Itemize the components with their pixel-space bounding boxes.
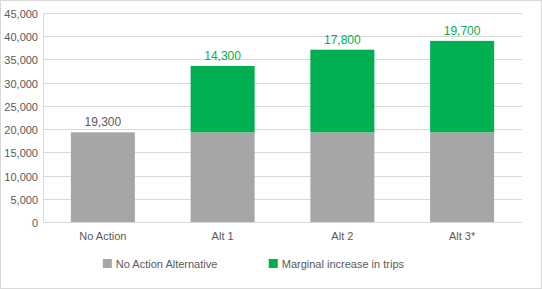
legend-swatch <box>103 259 112 268</box>
grid-line <box>43 222 522 223</box>
bar <box>191 66 255 132</box>
legend-label: No Action Alternative <box>116 258 218 270</box>
bar <box>310 132 374 222</box>
bar <box>191 132 255 222</box>
bar <box>430 41 494 132</box>
tick-label: 15,000 <box>4 147 38 159</box>
x-axis-line <box>43 222 522 223</box>
y-axis: 0 5,000 10,000 15,000 20,000 25,000 30,000 35,0… <box>4 8 43 229</box>
category-label: No Action <box>79 230 126 242</box>
chart-frame <box>1 1 542 289</box>
tick-label: 25,000 <box>4 101 38 113</box>
legend: No Action Alternative Marginal increase i… <box>103 258 405 270</box>
category-label: Alt 2 <box>331 230 353 242</box>
tick-label: 40,000 <box>4 31 38 43</box>
bar <box>310 50 374 133</box>
bar <box>71 132 135 222</box>
chart: 0 5,000 10,000 15,000 20,000 25,000 30,000 35,0… <box>0 0 542 289</box>
category-label: Alt 3* <box>449 230 476 242</box>
data-labels: 19,300 14,300 17,800 19,700 <box>85 24 481 129</box>
tick-label: 35,000 <box>4 54 38 66</box>
data-label: 19,300 <box>85 115 122 129</box>
legend-label: Marginal increase in trips <box>282 258 405 270</box>
tick-label: 20,000 <box>4 124 38 136</box>
x-axis: No Action Alt 1 Alt 2 Alt 3* <box>43 223 522 243</box>
tick-label: 45,000 <box>4 8 38 20</box>
bars <box>71 41 494 222</box>
data-label: 14,300 <box>204 49 241 63</box>
category-label: Alt 1 <box>212 230 234 242</box>
grid <box>43 14 522 223</box>
tick-label: 0 <box>32 217 38 229</box>
bar <box>430 132 494 222</box>
tick-label: 30,000 <box>4 78 38 90</box>
tick-label: 10,000 <box>4 171 38 183</box>
legend-swatch <box>269 259 278 268</box>
y-axis-line <box>43 13 44 222</box>
tick-label: 5,000 <box>10 194 38 206</box>
data-label: 19,700 <box>444 24 481 38</box>
grid-line <box>43 13 522 14</box>
data-label: 17,800 <box>324 33 361 47</box>
